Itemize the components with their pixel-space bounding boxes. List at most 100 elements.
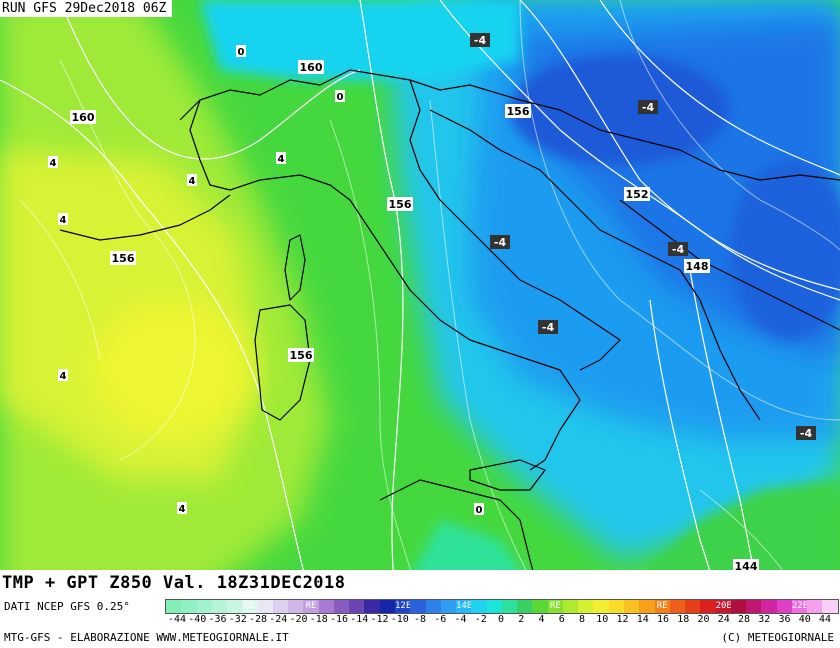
svg-text:-4: -4 <box>800 427 813 440</box>
color-scale-tick: 12 <box>616 614 629 625</box>
color-swatch: RE <box>242 600 258 613</box>
temp-label: 4 <box>58 213 68 226</box>
svg-text:156: 156 <box>389 198 412 211</box>
svg-text:-4: -4 <box>474 34 487 47</box>
color-scale-tick: -4 <box>454 614 467 625</box>
svg-text:156: 156 <box>290 349 313 362</box>
temp-label: 4 <box>276 152 286 165</box>
temp-label: -4 <box>668 242 688 256</box>
svg-text:160: 160 <box>72 111 95 124</box>
color-swatch: 20E <box>715 600 732 613</box>
color-swatch-label: 12E <box>394 601 412 611</box>
height-labels: 160 160 156 156 156 156 152 148 144 <box>70 60 759 573</box>
svg-text:0: 0 <box>238 47 245 58</box>
temp-label: 4 <box>58 369 68 382</box>
svg-text:148: 148 <box>686 260 709 273</box>
svg-text:4: 4 <box>189 176 196 187</box>
color-scale-tick: -8 <box>413 614 427 625</box>
color-swatch-label: RE <box>305 601 317 611</box>
temp-label: 0 <box>335 90 345 103</box>
color-scale-tick: -18 <box>309 614 328 625</box>
color-swatch <box>807 600 823 613</box>
color-swatch <box>227 600 243 613</box>
color-scale-tick: -32 <box>228 614 247 625</box>
svg-text:-4: -4 <box>672 243 685 256</box>
color-swatch <box>608 600 624 613</box>
temp-labels-boxed: -4 -4 -4 -4 -4 -4 <box>470 33 816 440</box>
color-swatch <box>685 600 701 613</box>
temp-label: -4 <box>638 100 658 114</box>
color-scale-tick: -24 <box>269 614 288 625</box>
color-swatch <box>730 600 747 613</box>
color-swatch <box>410 600 426 613</box>
color-scale-tick: 18 <box>677 614 690 625</box>
color-swatch <box>166 600 182 613</box>
color-swatch <box>501 600 518 613</box>
color-scale-tick: -44 <box>167 614 187 625</box>
color-swatch <box>700 600 716 613</box>
color-scale-tick: -14 <box>350 614 369 625</box>
svg-text:-4: -4 <box>642 101 655 114</box>
height-label: 156 <box>387 197 413 211</box>
svg-text:4: 4 <box>60 371 67 382</box>
svg-text:4: 4 <box>60 215 67 226</box>
color-swatch: 22E <box>791 600 809 613</box>
color-swatch <box>196 600 212 613</box>
temp-label: 4 <box>187 174 197 187</box>
color-swatch-label: 22E <box>791 601 809 611</box>
weather-map: -4 -4 -4 -4 -4 -4 160 160 156 156 156 15… <box>0 0 840 597</box>
color-swatch <box>364 600 380 613</box>
color-swatch <box>746 600 762 613</box>
svg-text:4: 4 <box>50 158 57 169</box>
color-swatch: RE <box>547 600 563 613</box>
temp-label: -4 <box>470 33 490 47</box>
temp-label: 0 <box>474 503 484 516</box>
color-swatch: RE <box>654 600 670 613</box>
color-scale-tick: 44 <box>818 614 832 625</box>
color-scale-tick: -2 <box>474 614 487 625</box>
svg-text:160: 160 <box>300 61 323 74</box>
temp-label: 4 <box>48 156 58 169</box>
temp-label: -4 <box>538 320 558 334</box>
color-swatch-label: 20E <box>715 601 732 611</box>
height-label: 160 <box>70 110 96 124</box>
color-swatch <box>349 600 365 613</box>
credit-left: MTG-GFS - ELABORAZIONE WWW.METEOGIORNALE… <box>4 631 289 644</box>
color-scale-tick: -40 <box>188 614 207 625</box>
run-title: RUN GFS 29Dec2018 06Z <box>0 0 173 17</box>
color-swatch: RE <box>303 600 319 613</box>
color-scale-tick: -36 <box>208 614 227 625</box>
color-scale-tick: 0 <box>497 614 505 625</box>
svg-text:152: 152 <box>626 188 649 201</box>
svg-text:4: 4 <box>278 154 285 165</box>
svg-text:156: 156 <box>507 105 530 118</box>
color-scale-tick: -10 <box>390 614 409 625</box>
color-swatch <box>669 600 686 613</box>
height-label: 152 <box>624 187 650 201</box>
color-swatch <box>532 600 548 613</box>
color-swatch <box>211 600 228 613</box>
color-swatch: 14E <box>456 600 472 613</box>
svg-text:0: 0 <box>476 505 483 516</box>
height-label: 160 <box>298 60 324 74</box>
color-scale-bar: RE RE 12E 14E RE RE 20E 22E <box>165 599 839 614</box>
color-scale-tick: 40 <box>798 614 811 625</box>
color-swatch <box>425 600 441 613</box>
svg-text:156: 156 <box>112 252 135 265</box>
color-scale-tick: 20 <box>697 614 710 625</box>
height-label: 156 <box>288 348 314 362</box>
color-scale-tick: 32 <box>758 614 771 625</box>
color-scale-tick: 28 <box>737 614 751 625</box>
color-swatch <box>623 600 640 613</box>
color-swatch: 12E <box>394 600 412 613</box>
data-source: DATI NCEP GFS 0.25° <box>4 600 130 613</box>
color-scale-tick: 8 <box>578 614 586 625</box>
color-swatch-label: RE <box>656 601 668 611</box>
color-swatch <box>333 600 350 613</box>
temperature-fill <box>0 0 840 597</box>
color-swatch <box>761 600 777 613</box>
color-scale-tick: -6 <box>434 614 447 625</box>
temp-label: 4 <box>177 502 187 515</box>
color-scale-labels: -44 -40 -36 -32 -28 -24 -20 -18 -16 -14 -12 -10 -8 -6… <box>165 613 837 627</box>
color-scale-tick: -20 <box>289 614 308 625</box>
